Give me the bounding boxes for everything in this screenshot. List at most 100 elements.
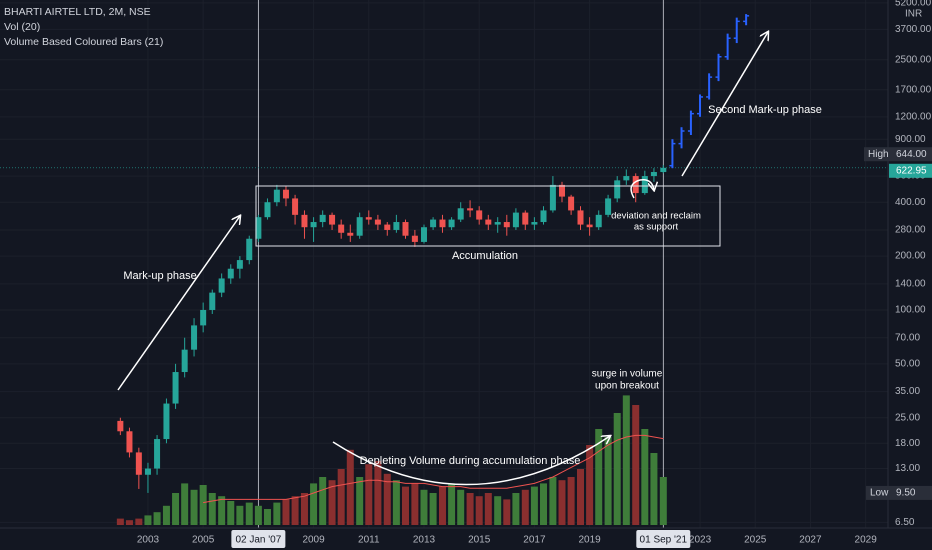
volume-bar	[521, 489, 529, 525]
y-tick-label: 3700.00	[895, 24, 932, 35]
candle-body	[568, 196, 575, 211]
volume-bar	[190, 489, 198, 525]
volume-bar	[199, 485, 207, 525]
candle-body	[135, 452, 142, 475]
volume-bar	[475, 496, 483, 525]
candle-body	[641, 176, 648, 194]
candle-body	[126, 431, 133, 453]
volume-bar	[392, 480, 400, 525]
volume-bar	[328, 480, 336, 525]
volume-bar	[503, 499, 511, 525]
volume-bar	[530, 486, 538, 525]
high-text: High	[868, 149, 889, 160]
arrow	[117, 216, 240, 391]
volume-bar	[650, 453, 658, 525]
volume-bar	[282, 499, 290, 525]
candle-body	[384, 224, 391, 230]
x-tick-label: 2029	[855, 535, 878, 546]
candle-body	[614, 180, 621, 199]
candle-body	[227, 268, 234, 279]
candle-body	[420, 227, 427, 242]
volume-bar	[356, 477, 364, 525]
volume-bar	[116, 518, 124, 525]
volume-bar	[162, 505, 170, 525]
candle-body	[494, 222, 501, 225]
volume-bar	[494, 496, 502, 525]
volume-bar	[448, 483, 456, 525]
y-tick-label: 25.00	[895, 412, 920, 423]
x-tick-label: 2015	[468, 535, 491, 546]
low-value: 9.50	[896, 488, 916, 499]
x-tick-label: 2019	[578, 535, 601, 546]
y-tick-label: 13.00	[895, 463, 920, 474]
high-value: 644.00	[896, 149, 927, 160]
volume-bar	[411, 483, 419, 525]
candle-body	[476, 210, 483, 220]
volume-bar	[125, 520, 133, 525]
marker-label: 02 Jan '07	[235, 535, 281, 546]
x-tick-label: 2003	[137, 535, 160, 546]
y-tick-label: 200.00	[895, 251, 926, 262]
candle-body	[191, 325, 198, 350]
candle-body	[319, 214, 326, 223]
annotation: Accumulation	[452, 250, 518, 262]
candle-body	[430, 219, 437, 228]
volume-bar	[218, 496, 226, 525]
annotation: deviation and reclaim	[611, 211, 701, 222]
arrow	[630, 178, 654, 199]
last-price-label: 622.95	[896, 165, 927, 176]
annotation: Second Mark-up phase	[708, 104, 822, 116]
volume-bar	[549, 477, 557, 525]
candle-body	[467, 208, 474, 211]
indicator-label: Vol (20)	[4, 21, 40, 33]
candle-body	[485, 219, 492, 225]
volume-bar	[438, 486, 446, 525]
candle-body	[310, 222, 317, 228]
candle-body	[236, 260, 243, 269]
low-text: Low	[870, 488, 889, 499]
volume-bar	[595, 429, 603, 525]
volume-bar	[576, 469, 584, 525]
candle-body	[439, 219, 446, 228]
candle-body	[154, 439, 161, 469]
volume-bar	[346, 449, 354, 525]
candle-body	[255, 217, 262, 239]
candle-body	[144, 468, 151, 475]
volume-bar	[622, 395, 630, 525]
candle-body	[531, 222, 538, 225]
last-price-box	[889, 163, 932, 178]
candle-body	[209, 292, 216, 310]
high-text-box	[864, 147, 889, 162]
candle-body	[117, 420, 124, 432]
candle-body	[660, 167, 667, 173]
volume-bar	[374, 461, 382, 525]
y-tick-label: 18.00	[895, 438, 920, 449]
volume-bar	[273, 502, 281, 525]
y-tick-label: 6.50	[895, 517, 915, 528]
volume-bar	[613, 413, 621, 525]
candle-body	[301, 214, 308, 228]
x-tick-label: 2027	[799, 535, 822, 546]
candle-body	[623, 176, 630, 181]
volume-bar	[300, 493, 308, 525]
candle-body	[512, 212, 519, 228]
x-tick-label: 2017	[523, 535, 546, 546]
volume-bar	[558, 480, 566, 525]
candle-body	[503, 222, 510, 228]
y-tick-label: 1700.00	[895, 84, 932, 95]
annotation: upon breakout	[595, 381, 659, 392]
arrow	[332, 436, 610, 486]
marker-label-box	[636, 530, 691, 548]
volume-bar	[153, 512, 161, 525]
y-tick-label: 280.00	[895, 225, 926, 236]
annotation: as support	[634, 222, 679, 233]
volume-bar	[254, 505, 262, 525]
volume-bar	[319, 477, 327, 525]
candle-body	[448, 219, 455, 228]
volume-bar	[263, 509, 271, 525]
price-pane	[117, 14, 750, 493]
candle-body	[200, 309, 207, 326]
x-tick-label: 2009	[302, 535, 325, 546]
